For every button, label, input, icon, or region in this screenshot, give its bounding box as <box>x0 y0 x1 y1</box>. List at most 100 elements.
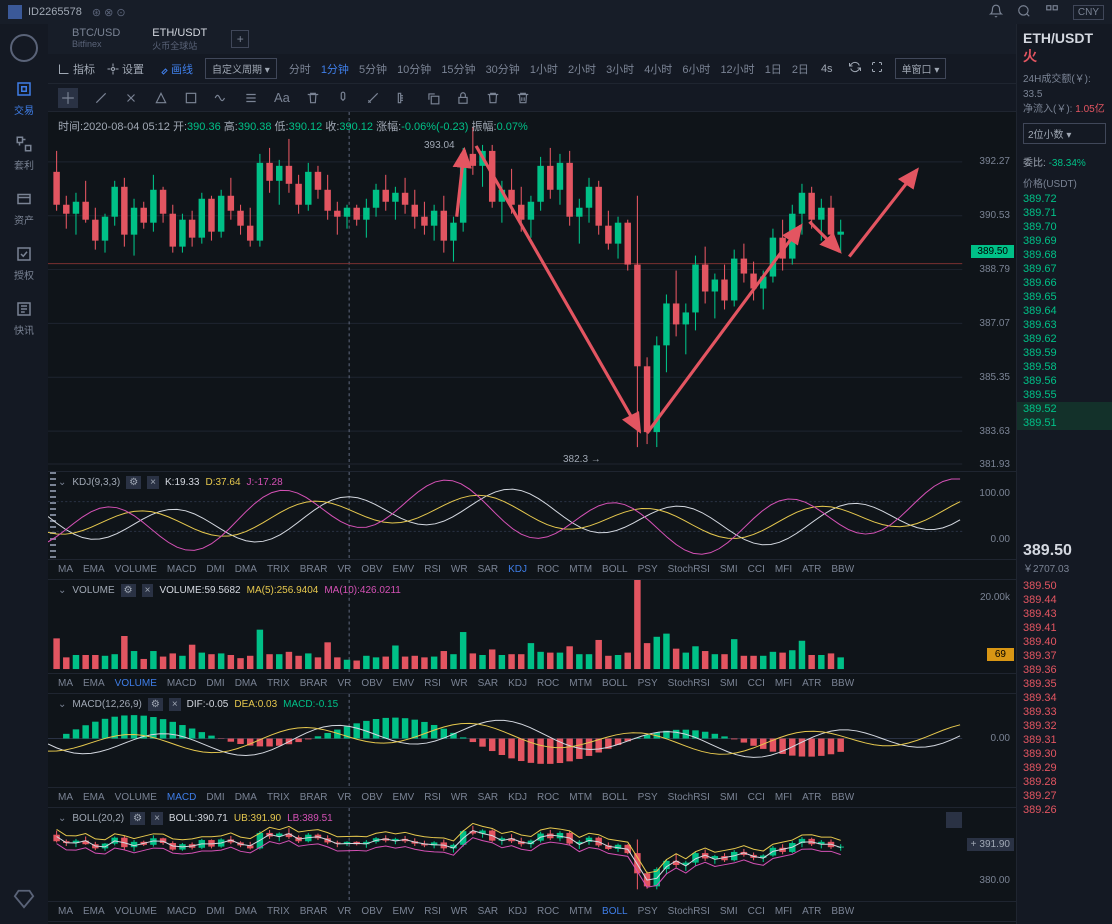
add-tab-button[interactable]: + <box>231 30 249 48</box>
indicator-TRIX[interactable]: TRIX <box>267 564 290 575</box>
indicator-VOLUME[interactable]: VOLUME <box>115 906 157 917</box>
triangle-tool[interactable] <box>154 91 168 105</box>
indicator-PSY[interactable]: PSY <box>638 906 658 917</box>
indicator-WR[interactable]: WR <box>451 906 468 917</box>
buy-price-row[interactable]: 389.27 <box>1017 789 1112 803</box>
indicator-WR[interactable]: WR <box>451 564 468 575</box>
indicator-MACD[interactable]: MACD <box>167 678 196 689</box>
indicator-ROC[interactable]: ROC <box>537 906 559 917</box>
buy-price-row[interactable]: 389.34 <box>1017 691 1112 705</box>
indicator-DMA[interactable]: DMA <box>235 906 257 917</box>
window-mode-dropdown[interactable]: 单窗口 ▾ <box>895 58 947 79</box>
indicator-DMA[interactable]: DMA <box>235 678 257 689</box>
buy-price-row[interactable]: 389.44 <box>1017 593 1112 607</box>
trash2-tool[interactable] <box>516 91 530 105</box>
period-6小时[interactable]: 6小时 <box>682 61 710 77</box>
layout-icon[interactable] <box>1045 4 1059 21</box>
indicator-MTM[interactable]: MTM <box>569 564 592 575</box>
indicator-VR[interactable]: VR <box>338 906 352 917</box>
nav-assets[interactable]: 资产 <box>14 190 34 227</box>
indicator-VR[interactable]: VR <box>338 564 352 575</box>
indicator-button[interactable]: 指标 <box>58 61 95 77</box>
period-15分钟[interactable]: 15分钟 <box>441 61 475 77</box>
period-3小时[interactable]: 3小时 <box>606 61 634 77</box>
buy-price-row[interactable]: 389.33 <box>1017 705 1112 719</box>
indicator-CCI[interactable]: CCI <box>748 792 765 803</box>
text-tool[interactable]: Aa <box>274 90 290 105</box>
paint-tool[interactable] <box>336 91 350 105</box>
sell-price-row[interactable]: 389.68 <box>1017 248 1112 262</box>
indicator-BRAR[interactable]: BRAR <box>300 678 328 689</box>
indicator-SMI[interactable]: SMI <box>720 564 738 575</box>
indicator-BRAR[interactable]: BRAR <box>300 564 328 575</box>
kdj-panel[interactable]: ⌄ KDJ(9,3,3) ⚙ × K:19.33 D:37.64 J:-17.2… <box>48 472 1016 560</box>
indicator-MFI[interactable]: MFI <box>775 906 792 917</box>
bell-icon[interactable] <box>989 4 1003 21</box>
indicator-RSI[interactable]: RSI <box>424 792 441 803</box>
indicator-ATR[interactable]: ATR <box>802 906 821 917</box>
indicator-MA[interactable]: MA <box>58 564 73 575</box>
indicator-StochRSI[interactable]: StochRSI <box>668 564 710 575</box>
brush-tool[interactable] <box>366 91 380 105</box>
sell-price-row[interactable]: 389.59 <box>1017 346 1112 360</box>
decimals-selector[interactable]: 2位小数 ▾ <box>1023 123 1106 144</box>
line-tool[interactable] <box>94 91 108 105</box>
indicator-EMA[interactable]: EMA <box>83 678 105 689</box>
tab-BTC-USD[interactable]: BTC/USDBitfinex <box>56 23 136 56</box>
boll-panel[interactable]: ⌄ BOLL(20,2) ⚙ × BOLL:390.71 UB:391.90 L… <box>48 808 1016 902</box>
sell-price-row[interactable]: 389.56 <box>1017 374 1112 388</box>
indicator-MACD[interactable]: MACD <box>167 792 196 803</box>
indicator-MA[interactable]: MA <box>58 678 73 689</box>
nav-arb[interactable]: 套利 <box>14 135 34 172</box>
volume-panel[interactable]: ⌄ VOLUME ⚙ × VOLUME:59.5682 MA(5):256.94… <box>48 580 1016 674</box>
indicator-MA[interactable]: MA <box>58 906 73 917</box>
main-chart[interactable]: 392.27390.53388.79387.07385.35383.63381.… <box>48 112 1016 472</box>
copy-tool[interactable] <box>426 91 440 105</box>
diamond-icon[interactable] <box>13 888 35 910</box>
buy-price-row[interactable]: 389.41 <box>1017 621 1112 635</box>
indicator-MA[interactable]: MA <box>58 792 73 803</box>
indicator-PSY[interactable]: PSY <box>638 678 658 689</box>
indicator-EMA[interactable]: EMA <box>83 564 105 575</box>
boll-close-icon[interactable]: × <box>151 812 163 825</box>
indicator-MFI[interactable]: MFI <box>775 792 792 803</box>
buy-price-row[interactable]: 389.37 <box>1017 649 1112 663</box>
indicator-StochRSI[interactable]: StochRSI <box>668 678 710 689</box>
indicator-CCI[interactable]: CCI <box>748 564 765 575</box>
indicator-BBW[interactable]: BBW <box>831 906 854 917</box>
indicator-SMI[interactable]: SMI <box>720 678 738 689</box>
sell-price-row[interactable]: 389.64 <box>1017 304 1112 318</box>
macd-panel[interactable]: ⌄ MACD(12,26,9) ⚙ × DIF:-0.05 DEA:0.03 M… <box>48 694 1016 788</box>
indicator-OBV[interactable]: OBV <box>361 906 382 917</box>
indicator-BRAR[interactable]: BRAR <box>300 906 328 917</box>
indicator-ATR[interactable]: ATR <box>802 564 821 575</box>
indicator-TRIX[interactable]: TRIX <box>267 792 290 803</box>
boll-settings-icon[interactable]: ⚙ <box>130 812 145 825</box>
fib-tool[interactable] <box>244 91 258 105</box>
period-2日[interactable]: 2日 <box>792 61 809 77</box>
buy-price-row[interactable]: 389.31 <box>1017 733 1112 747</box>
indicator-VR[interactable]: VR <box>338 792 352 803</box>
period-分时[interactable]: 分时 <box>289 61 311 77</box>
cursor-tool[interactable] <box>58 88 78 108</box>
boll-expand-icon[interactable] <box>946 812 962 828</box>
refresh-icon[interactable] <box>849 61 861 76</box>
indicator-VOLUME[interactable]: VOLUME <box>115 792 157 803</box>
indicator-MTM[interactable]: MTM <box>569 792 592 803</box>
nav-auth[interactable]: 授权 <box>14 245 34 282</box>
period-2小时[interactable]: 2小时 <box>568 61 596 77</box>
buy-price-row[interactable]: 389.36 <box>1017 663 1112 677</box>
period-1分钟[interactable]: 1分钟 <box>321 61 349 77</box>
period-30分钟[interactable]: 30分钟 <box>486 61 520 77</box>
indicator-RSI[interactable]: RSI <box>424 678 441 689</box>
indicator-SMI[interactable]: SMI <box>720 792 738 803</box>
macd-close-icon[interactable]: × <box>169 698 181 711</box>
indicator-ROC[interactable]: ROC <box>537 678 559 689</box>
indicator-SAR[interactable]: SAR <box>478 792 499 803</box>
indicator-StochRSI[interactable]: StochRSI <box>668 792 710 803</box>
indicator-OBV[interactable]: OBV <box>361 792 382 803</box>
indicator-CCI[interactable]: CCI <box>748 678 765 689</box>
indicator-BOLL[interactable]: BOLL <box>602 564 628 575</box>
indicator-ROC[interactable]: ROC <box>537 564 559 575</box>
cross-tool[interactable] <box>124 91 138 105</box>
